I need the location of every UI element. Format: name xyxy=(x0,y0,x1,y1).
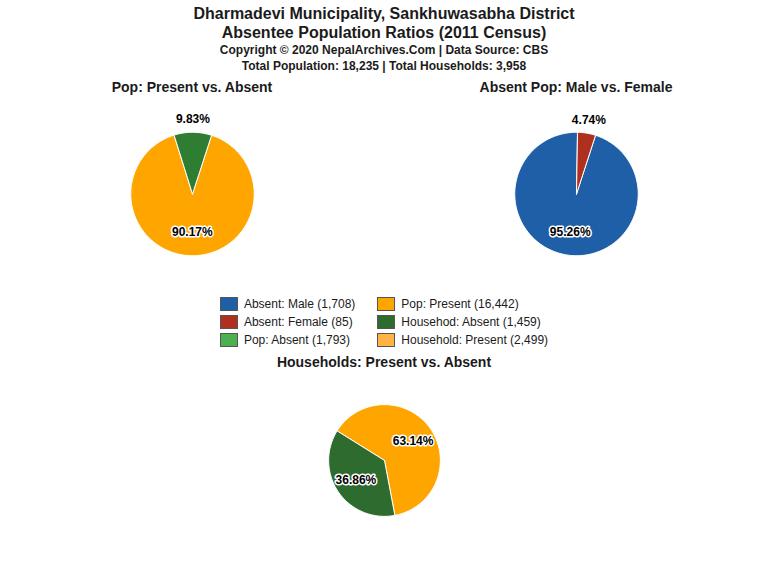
html-text:Absent: Male (1,708): Absent: Male (1,708) xyxy=(243,297,356,311)
svg-text:9.83%: 9.83% xyxy=(176,112,210,126)
svg-text:36.86%: 36.86% xyxy=(336,473,377,487)
html-text:Househod: Absent (1,459): Househod: Absent (1,459) xyxy=(401,315,541,329)
svg-text:90.17%: 90.17% xyxy=(172,225,213,239)
html-text:Dharmadevi Municipality, Sankh: Dharmadevi Municipality, Sankhuwasabha D… xyxy=(193,5,575,22)
html-text:Pop: Present vs. Absent: Pop: Present vs. Absent xyxy=(111,79,273,95)
html-text:Pop: Present (16,442): Pop: Present (16,442) xyxy=(401,297,519,311)
html-text:Total Population: 18,235 | Tot: Total Population: 18,235 | Total Househo… xyxy=(241,59,527,73)
html-text:Pop: Absent (1,793): Pop: Absent (1,793) xyxy=(243,333,350,347)
svg-text:63.14%: 63.14% xyxy=(393,434,434,448)
html-text:Absent Pop: Male vs. Female: Absent Pop: Male vs. Female xyxy=(479,79,673,95)
html-text:Copyright © 2020 NepalArchives: Copyright © 2020 NepalArchives.Com | Dat… xyxy=(219,43,549,57)
html-text:Absent: Female (85): Absent: Female (85) xyxy=(243,315,353,329)
html-text:Household: Present (2,499): Household: Present (2,499) xyxy=(401,333,549,347)
svg-text:4.74%: 4.74% xyxy=(572,113,606,127)
svg-text:95.26%: 95.26% xyxy=(550,225,591,239)
html-text:Households: Present vs. Absent: Households: Present vs. Absent xyxy=(276,354,492,370)
html-text:Absentee Population Ratios (20: Absentee Population Ratios (2011 Census) xyxy=(221,24,547,41)
